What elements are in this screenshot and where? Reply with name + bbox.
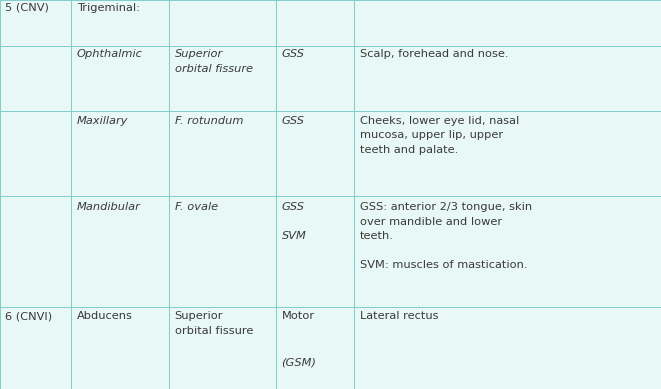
Text: GSS

SVM: GSS SVM <box>282 202 307 241</box>
Text: Superior
orbital fissure: Superior orbital fissure <box>175 312 253 336</box>
Text: 5 (CNV): 5 (CNV) <box>5 2 49 12</box>
Bar <box>71 111 169 196</box>
Text: Ophthalmic: Ophthalmic <box>77 49 143 60</box>
Bar <box>0 307 71 389</box>
Bar <box>276 307 354 389</box>
Text: Superior
orbital fissure: Superior orbital fissure <box>175 49 253 74</box>
Bar <box>71 0 169 46</box>
Bar <box>169 307 276 389</box>
Text: 6 (CNVI): 6 (CNVI) <box>5 312 52 321</box>
Text: Abducens: Abducens <box>77 312 133 321</box>
Text: F. rotundum: F. rotundum <box>175 116 243 126</box>
Text: (GSM): (GSM) <box>282 357 317 367</box>
Text: Lateral rectus: Lateral rectus <box>360 312 438 321</box>
Text: Trigeminal:: Trigeminal: <box>77 2 139 12</box>
Bar <box>71 307 169 389</box>
Text: Scalp, forehead and nose.: Scalp, forehead and nose. <box>360 49 508 60</box>
Bar <box>276 196 354 307</box>
Bar <box>354 307 661 389</box>
Text: GSS: GSS <box>282 116 305 126</box>
Bar <box>354 46 661 111</box>
Bar <box>276 0 354 46</box>
Bar <box>0 0 71 46</box>
Text: Maxillary: Maxillary <box>77 116 128 126</box>
Bar <box>169 111 276 196</box>
Bar <box>354 0 661 46</box>
Bar <box>354 196 661 307</box>
Text: F. ovale: F. ovale <box>175 202 217 212</box>
Bar <box>169 46 276 111</box>
Bar <box>0 196 71 307</box>
Bar <box>354 111 661 196</box>
Text: Cheeks, lower eye lid, nasal
mucosa, upper lip, upper
teeth and palate.: Cheeks, lower eye lid, nasal mucosa, upp… <box>360 116 519 155</box>
Bar <box>0 46 71 111</box>
Text: Mandibular: Mandibular <box>77 202 140 212</box>
Bar <box>71 46 169 111</box>
Text: GSS: anterior 2/3 tongue, skin
over mandible and lower
teeth.

SVM: muscles of m: GSS: anterior 2/3 tongue, skin over mand… <box>360 202 531 270</box>
Bar <box>276 46 354 111</box>
Bar <box>169 196 276 307</box>
Bar <box>169 0 276 46</box>
Bar <box>0 111 71 196</box>
Text: GSS: GSS <box>282 49 305 60</box>
Bar <box>276 111 354 196</box>
Bar <box>71 196 169 307</box>
Text: Motor: Motor <box>282 312 315 321</box>
